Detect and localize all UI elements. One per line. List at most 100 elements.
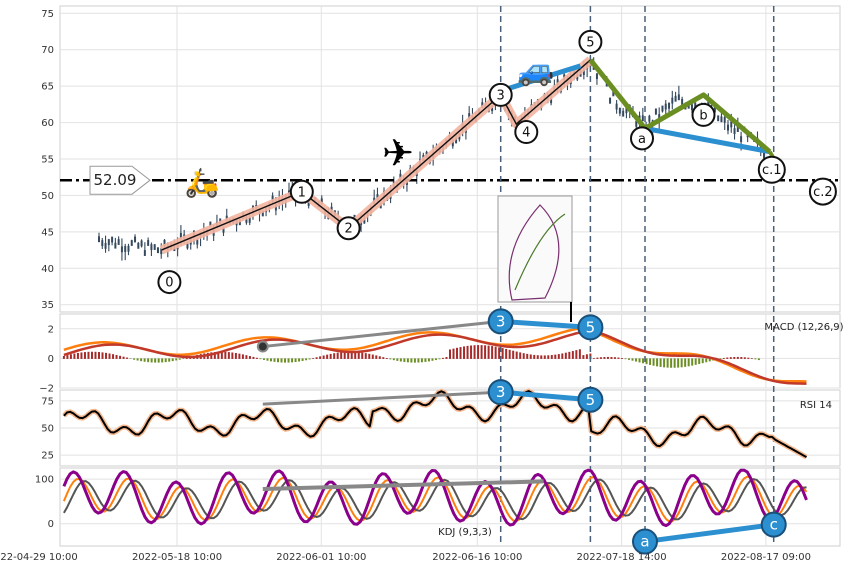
- candle-body: [98, 236, 100, 243]
- macd-histogram-bar: [740, 357, 743, 359]
- macd-histogram-bar: [505, 348, 508, 359]
- wave-label-circle: [289, 179, 314, 204]
- macd-histogram-bar: [585, 354, 588, 359]
- thumbnail-curve: [508, 204, 560, 301]
- candle-body: [550, 97, 553, 104]
- candle-body: [609, 97, 612, 104]
- macd-histogram-bar: [645, 358, 648, 365]
- divergence-badge: [487, 308, 514, 335]
- candle-body: [694, 102, 697, 109]
- macd-histogram-bar: [119, 355, 122, 359]
- macd-histogram-bar: [80, 352, 83, 359]
- candle-body: [261, 210, 264, 217]
- macd-histogram-bar: [540, 355, 543, 359]
- price-y-tick-label: 50: [41, 191, 54, 202]
- macd-histogram-bar: [441, 357, 444, 359]
- macd-histogram-bar: [666, 358, 669, 368]
- candle-body: [736, 126, 739, 133]
- macd-histogram-bar: [571, 351, 574, 359]
- macd-histogram-bar: [642, 358, 645, 364]
- macd-histogram-bar: [336, 352, 339, 359]
- macd-histogram-bar: [385, 358, 388, 359]
- macd-histogram-bar: [368, 353, 371, 359]
- macd-histogram-bar: [315, 357, 318, 359]
- candle-body: [134, 236, 137, 243]
- macd-histogram-bar: [378, 356, 381, 359]
- macd-histogram-bar: [438, 358, 441, 360]
- macd-histogram-bar: [726, 357, 729, 359]
- candle-body: [468, 113, 471, 119]
- macd-histogram-bar: [389, 358, 392, 360]
- macd-histogram-bar: [687, 358, 690, 367]
- candle-body: [648, 115, 651, 122]
- macd-histogram-bar: [273, 358, 276, 362]
- macd-histogram-bar: [599, 357, 602, 359]
- macd-histogram-bar: [624, 358, 627, 360]
- macd-histogram-bar: [445, 357, 448, 359]
- candle-body: [740, 136, 743, 143]
- kdj-label: KDJ (9,3,3): [438, 527, 492, 538]
- candle-body: [556, 79, 559, 86]
- macd-histogram-bar: [522, 353, 525, 359]
- wave-label-c-2: c.2: [813, 185, 833, 200]
- macd-histogram-bar: [284, 358, 287, 363]
- wave-label-circle: [514, 120, 539, 145]
- candle-body: [160, 248, 163, 255]
- macd-histogram-bar: [133, 358, 136, 360]
- candle-body: [618, 107, 621, 114]
- candle-body: [674, 95, 677, 102]
- macd-histogram-bar: [361, 352, 364, 359]
- macd-histogram-bar: [547, 355, 550, 359]
- divergence-badge: [632, 528, 658, 555]
- macd-histogram-bar: [550, 355, 553, 359]
- macd-histogram-bar: [98, 352, 100, 359]
- macd-histogram-bar: [105, 352, 108, 359]
- macd-histogram-bar: [606, 356, 609, 359]
- macd-histogram-bar: [168, 358, 171, 362]
- candle-body: [730, 121, 733, 128]
- candle-body: [245, 216, 248, 223]
- macd-histogram-bar: [333, 353, 336, 359]
- candle-body: [717, 115, 720, 122]
- candle-body: [677, 94, 680, 101]
- macd-histogram-bar: [431, 358, 434, 361]
- macd-divergence-grey: [262, 319, 501, 349]
- kdj-y-tick-label: 100: [35, 475, 54, 486]
- macd-histogram-bar: [719, 358, 722, 360]
- macd-histogram-bar: [319, 356, 322, 359]
- price-y-tick-label: 75: [41, 9, 54, 20]
- macd-histogram-bar: [526, 353, 529, 359]
- candle-body: [595, 73, 598, 80]
- macd-histogram-bar: [326, 354, 329, 359]
- candle-body: [209, 221, 212, 228]
- macd-line: [63, 326, 807, 383]
- macd-histogram-bar: [434, 358, 437, 361]
- macd-histogram-bar: [670, 358, 673, 368]
- macd-histogram-bar: [463, 346, 466, 359]
- thumbnail-curve: [514, 213, 566, 291]
- candle-body: [147, 240, 150, 246]
- price-y-tick-label: 35: [41, 300, 54, 311]
- candle-body: [635, 121, 638, 127]
- macd-histogram-bar: [234, 353, 237, 359]
- macd-histogram-bar: [210, 352, 213, 359]
- macd-signal-line: [63, 328, 807, 385]
- macd-histogram-bar: [427, 358, 430, 362]
- kdj-d-line: [63, 478, 807, 521]
- macd-histogram-bar: [115, 354, 118, 359]
- level-value-label: 52.09: [94, 171, 137, 189]
- wave-label-0: 0: [165, 276, 173, 291]
- macd-histogram-bar: [477, 345, 480, 359]
- wave-label-4: 4: [522, 126, 530, 141]
- wave-label-circle: [157, 270, 182, 295]
- candle-body: [625, 107, 628, 114]
- macd-histogram-bar: [659, 358, 662, 367]
- macd-histogram-bar: [698, 358, 701, 365]
- wave-label-circle: [488, 82, 513, 107]
- macd-histogram-bar: [638, 358, 641, 363]
- candle-body: [143, 250, 146, 256]
- macd-histogram-bar: [652, 358, 655, 366]
- macd-histogram-bar: [673, 358, 676, 368]
- macd-histogram-bar: [529, 354, 532, 359]
- rsi-y-tick-label: 50: [41, 424, 54, 435]
